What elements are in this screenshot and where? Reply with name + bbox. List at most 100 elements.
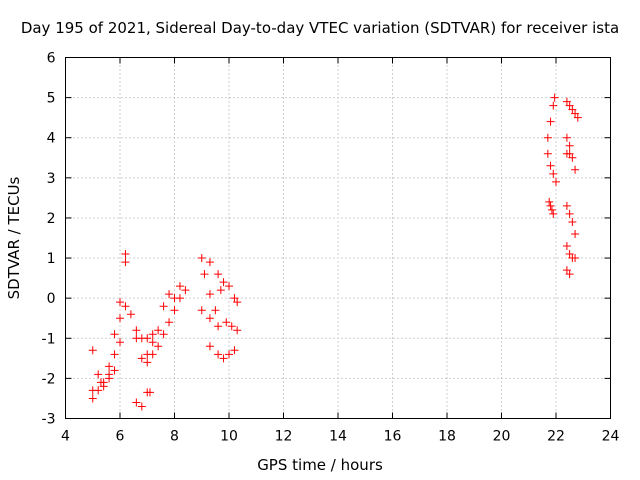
data-point	[175, 282, 184, 291]
data-point	[225, 282, 233, 291]
data-point	[230, 346, 239, 355]
data-point	[565, 141, 574, 150]
x-tick-label: 24	[602, 429, 620, 445]
data-point	[165, 290, 174, 299]
data-point	[211, 306, 220, 315]
data-points	[88, 93, 582, 411]
x-tick-label: 18	[438, 429, 456, 445]
data-point	[181, 286, 190, 295]
y-tick-label: 0	[47, 291, 56, 307]
data-point	[562, 133, 571, 142]
data-point	[205, 314, 214, 323]
x-tick-label: 8	[170, 429, 179, 445]
chart-title: Day 195 of 2021, Sidereal Day-to-day VTE…	[21, 19, 619, 37]
x-tick-label: 6	[116, 429, 125, 445]
data-point	[88, 386, 97, 395]
data-point	[552, 177, 560, 186]
data-point	[565, 101, 574, 110]
y-tick-label: 5	[47, 91, 56, 107]
data-point	[88, 394, 97, 403]
y-tick-label: 3	[47, 171, 56, 187]
y-tick-label: 2	[47, 211, 56, 227]
data-point	[116, 314, 124, 323]
data-point	[562, 201, 571, 210]
data-point	[121, 250, 130, 259]
data-point	[230, 294, 239, 303]
data-point	[132, 398, 141, 407]
data-point	[175, 294, 184, 303]
data-point	[110, 330, 119, 339]
data-point	[94, 370, 103, 379]
data-point	[225, 350, 233, 359]
data-point	[137, 402, 146, 411]
data-point	[137, 354, 146, 363]
data-point	[116, 298, 124, 307]
data-point	[549, 101, 558, 110]
data-point	[571, 229, 580, 238]
data-point	[110, 366, 119, 375]
data-point	[549, 169, 558, 178]
data-point	[547, 205, 556, 214]
data-point	[121, 258, 130, 267]
data-point	[222, 318, 231, 327]
y-tick-label: 1	[47, 251, 56, 267]
y-tick-label: -2	[42, 371, 56, 387]
data-point	[148, 350, 157, 359]
data-point	[546, 201, 555, 210]
data-point	[96, 378, 105, 387]
data-point	[205, 258, 214, 267]
data-point	[543, 133, 552, 142]
x-tick-label: 4	[61, 429, 70, 445]
data-point	[550, 93, 559, 102]
x-tick-label: 16	[384, 429, 402, 445]
data-point	[159, 330, 168, 339]
data-point	[105, 374, 114, 383]
data-point	[562, 97, 571, 106]
x-tick-label: 12	[275, 429, 293, 445]
data-point	[121, 302, 130, 311]
y-tick-label: -3	[42, 412, 56, 428]
data-point	[568, 105, 577, 114]
data-point	[216, 286, 225, 295]
data-point	[214, 270, 223, 279]
data-point	[197, 306, 206, 315]
data-point	[568, 217, 577, 226]
data-point	[219, 278, 228, 287]
data-point	[219, 354, 228, 363]
data-point	[571, 254, 580, 263]
data-point	[154, 342, 163, 351]
data-point	[571, 109, 580, 118]
x-tick-label: 14	[329, 429, 347, 445]
x-tick-label: 10	[220, 429, 238, 445]
data-point	[197, 254, 206, 263]
data-point	[546, 161, 555, 170]
data-point	[565, 209, 574, 218]
data-point	[573, 113, 582, 122]
data-point	[562, 266, 571, 275]
data-point	[233, 298, 242, 307]
data-point	[148, 338, 157, 347]
x-tick-label: 22	[547, 429, 565, 445]
data-point	[170, 306, 179, 315]
y-tick-label: -1	[42, 331, 56, 347]
data-point	[227, 322, 236, 331]
data-point	[116, 338, 124, 347]
data-point	[214, 322, 223, 331]
data-point	[143, 358, 152, 367]
data-point	[165, 318, 174, 327]
data-point	[545, 197, 554, 206]
grid	[65, 57, 611, 419]
data-point	[546, 117, 555, 126]
data-point	[200, 270, 209, 279]
y-axis-label: SDTVAR / TECUs	[5, 176, 23, 299]
data-point	[543, 149, 552, 158]
data-point	[565, 270, 574, 279]
data-point	[132, 326, 141, 335]
y-tick-label: 6	[47, 51, 56, 67]
data-point	[214, 350, 223, 359]
x-tick-label: 20	[493, 429, 511, 445]
data-point	[148, 330, 157, 339]
x-axis-label: GPS time / hours	[257, 456, 383, 474]
